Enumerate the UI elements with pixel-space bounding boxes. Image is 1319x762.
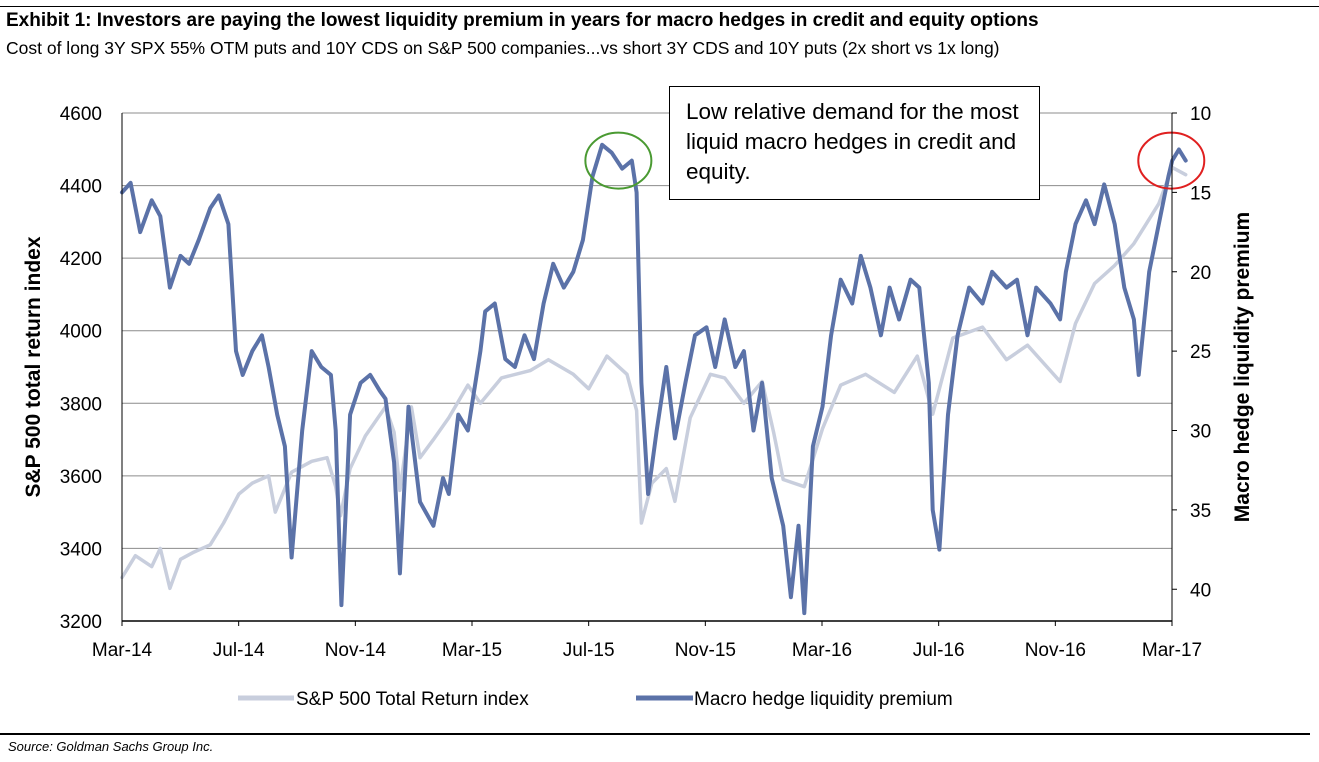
x-tick-label: Nov-14 [325, 640, 387, 661]
legend: S&P 500 Total Return index Macro hedge l… [238, 689, 953, 710]
plot-frame [121, 113, 1173, 622]
right-tick-label: 20 [1190, 263, 1211, 284]
left-tick-label: 3200 [60, 612, 102, 633]
right-axis-title: Macro hedge liquidity premium [1231, 212, 1254, 522]
x-tick-label: Mar-15 [442, 640, 502, 661]
x-tick-label: Mar-16 [792, 640, 852, 661]
right-tick-label: 30 [1190, 422, 1211, 443]
highlight-circle-red [1137, 131, 1206, 190]
annotation-box: Low relative demand for the most liquid … [669, 86, 1040, 200]
x-tick-label: Mar-17 [1142, 640, 1202, 661]
highlight-layer [584, 131, 1206, 190]
left-axis-ticks: 3200 3400 3600 3800 4000 4200 4400 4600 [60, 104, 102, 633]
x-tick-label: Nov-16 [1025, 640, 1086, 661]
legend-label-sp500: S&P 500 Total Return index [296, 689, 529, 710]
annotation-text: Low relative demand for the most liquid … [686, 99, 1019, 184]
series-layer [120, 142, 1188, 616]
right-tick-label: 35 [1190, 501, 1211, 522]
left-tick-label: 4000 [60, 322, 102, 343]
highlight-circle-green [584, 131, 653, 190]
x-tick-label: Jul-15 [563, 640, 615, 661]
right-tick-label: 25 [1190, 342, 1211, 363]
right-axis-ticks: 10 15 20 25 30 35 40 [1172, 104, 1211, 601]
left-tick-label: 4400 [60, 177, 102, 198]
right-tick-label: 15 [1190, 183, 1211, 204]
chart-title: Exhibit 1: Investors are paying the lowe… [6, 10, 1039, 31]
series-line-liquidity-premium [120, 142, 1188, 616]
bottom-rule [0, 733, 1310, 735]
x-tick-label: Jul-16 [913, 640, 965, 661]
series-line-sp500 [120, 165, 1188, 591]
legend-label-liquidity: Macro hedge liquidity premium [694, 689, 953, 710]
left-tick-label: 3400 [60, 539, 102, 560]
right-tick-label: 40 [1190, 580, 1211, 601]
x-tick-label: Mar-14 [92, 640, 153, 661]
left-axis-title: S&P 500 total return index [22, 236, 45, 497]
left-tick-label: 3800 [60, 394, 102, 415]
source-note: Source: Goldman Sachs Group Inc. [8, 739, 214, 754]
top-rule [0, 6, 1319, 7]
left-tick-label: 4600 [60, 104, 102, 125]
x-tick-label: Nov-15 [675, 640, 736, 661]
left-tick-label: 4200 [60, 249, 102, 270]
right-tick-label: 10 [1190, 104, 1211, 125]
left-tick-label: 3600 [60, 467, 102, 488]
x-tick-label: Jul-14 [213, 640, 265, 661]
x-axis-ticks: Mar-14 Jul-14 Nov-14 Mar-15 Jul-15 Nov-15 Mar-… [92, 621, 1202, 661]
chart-subtitle: Cost of long 3Y SPX 55% OTM puts and 10Y… [6, 38, 1000, 58]
